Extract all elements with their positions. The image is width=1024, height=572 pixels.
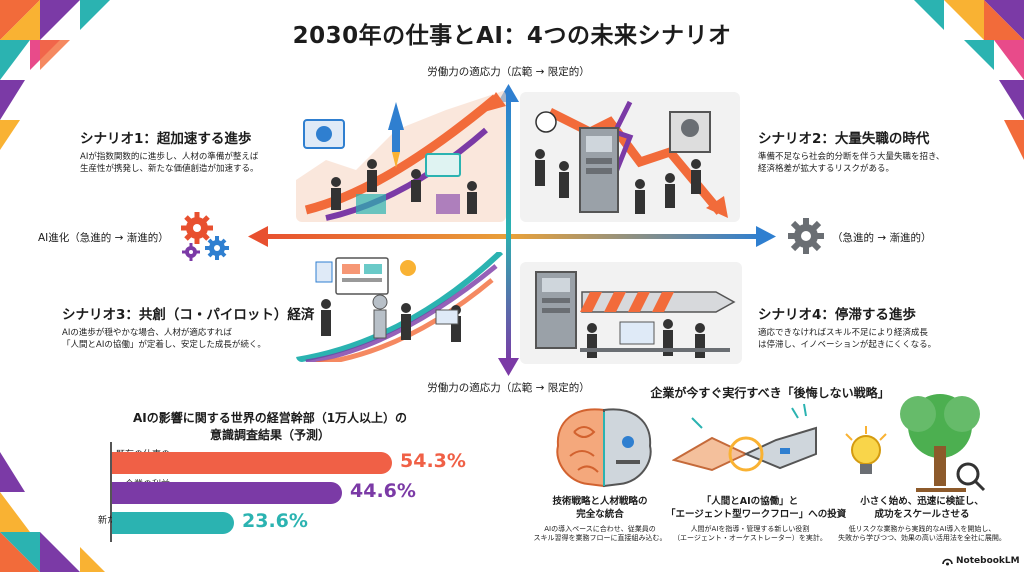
- growing-tree-icon: [845, 394, 986, 492]
- scenario-2-illustration: [520, 92, 740, 222]
- strategy-3: 小さく始め、迅速に検証し、 成功をスケールさせる 低リスクな業務から実践的なAI…: [834, 496, 1010, 544]
- survey-row-3: 新たな雇用の創出 23.6%: [92, 510, 492, 534]
- strategy-3-body-2: 失敗から学びつつ、効果の高い活用法を全社に展開。: [838, 534, 1006, 543]
- axis-label-right: （急進的 → 漸進的）: [832, 232, 932, 244]
- gears-icon: [181, 212, 229, 261]
- strategy-1-head-2: 完全な統合: [576, 508, 624, 520]
- survey-bar-2: [112, 482, 342, 504]
- scenario-1: シナリオ1：超加速する進歩 AIが指数関数的に進歩し、人材の準備が整えば 生産性…: [80, 127, 259, 176]
- scenario-2-line-2: 経済格差が拡大するリスクがある。: [758, 164, 895, 175]
- strategy-2: 「人間とAIの協働」と 「エージェント型ワークフロー」への投資 人間がAIを指導…: [666, 496, 847, 544]
- survey-bar-3: [112, 512, 234, 534]
- survey-title-line-2: 意識調査結果（予測）: [209, 428, 330, 443]
- scenario-1-line-1: AIが指数関数的に進歩し、人材の準備が整えば: [80, 152, 259, 162]
- gear-icon: [788, 218, 824, 254]
- axis-label-bottom: 労働力の適応力（広範 → 限定的）: [427, 382, 590, 394]
- survey-title-line-1: AIの影響に関する世界の経営幹部（1万人以上）の: [132, 411, 408, 425]
- scenario-4-illustration: [520, 262, 742, 364]
- strategy-2-head-2: 「エージェント型ワークフロー」への投資: [666, 508, 847, 520]
- scenario-1-line-2: 生産性が携発し、新たな価値創造が加速する。: [80, 164, 259, 175]
- strategy-3-body-1: 低リスクな業務から実践的なAI導入を開始し、: [848, 524, 996, 533]
- scenario-3-line-1: AIの進歩が穏やかな場合、人材が適応すれば: [62, 328, 232, 338]
- scenario-2: シナリオ2：大量失職の時代 準備不足なら社会的分断を伴う大量失職を招き、 経済格…: [758, 127, 944, 176]
- strategy-1-body-2: スキル習得を業務フローに直接組み込む。: [533, 534, 667, 543]
- notebooklm-logo-icon: [942, 558, 953, 566]
- scenario-4: シナリオ4：停滞する進歩 適応できなければスキル不足により経済成長 は停滞し、イ…: [758, 303, 936, 352]
- scenario-1-title: シナリオ1：超加速する進歩: [80, 131, 252, 147]
- strategy-2-body-2: （エージェント・オーケストレーター）を実計。: [673, 534, 827, 543]
- survey-value-2: 44.6%: [350, 480, 416, 502]
- scenario-3-title: シナリオ3：共創（コ・パイロット）経済: [62, 307, 315, 323]
- survey-row-1: 既存の仕事の 代替（失職） 54.3%: [92, 450, 492, 474]
- scenario-1-illustration: [296, 90, 506, 222]
- notebooklm-badge: NotebookLM: [942, 555, 1020, 566]
- survey-value-3: 23.6%: [242, 510, 308, 532]
- axis-label-left: AI進化（急進的 → 漸進的）: [38, 232, 169, 244]
- corner-decoration-bottom-left: [0, 452, 105, 572]
- survey-axis-line: [110, 442, 112, 542]
- corner-decoration-top-left: [0, 0, 110, 150]
- strategy-2-head-1: 「人間とAIの協働」と: [701, 496, 799, 507]
- survey-title: AIの影響に関する世界の経営幹部（1万人以上）の 意識調査結果（予測）: [100, 410, 440, 445]
- strategy-3-head-2: 成功をスケールさせる: [874, 508, 970, 520]
- strategy-1-head-1: 技術戦略と人材戦略の: [552, 496, 648, 507]
- strategies-title: 企業が今すぐ実行すべき「後悔しない戦略」: [650, 386, 890, 400]
- survey-bar-1: [112, 452, 392, 474]
- scenario-4-line-2: は停滞し、イノベーションが起きにくくなる。: [758, 340, 937, 351]
- scenario-2-line-1: 準備不足なら社会的分断を伴う大量失職を招き、: [758, 152, 945, 162]
- scenario-4-title: シナリオ4：停滞する進歩: [758, 307, 916, 323]
- scenario-3: シナリオ3：共創（コ・パイロット）経済 AIの進歩が穏やかな場合、人材が適応すれ…: [62, 303, 314, 352]
- notebooklm-label: NotebookLM: [956, 555, 1020, 566]
- strategy-2-body-1: 人間がAIを指導・管理する新しい役割: [690, 524, 810, 533]
- scenario-3-illustration: [296, 252, 504, 362]
- brain-robot-icon: [556, 408, 652, 488]
- corner-decoration-top-right: [914, 0, 1024, 160]
- scenario-3-line-2: 「人間とAIの協働」が定着し、安定した成長が続く。: [62, 340, 266, 351]
- strategy-1-body-1: AIの導入ペースに合わせ、従業員の: [544, 524, 656, 533]
- survey-row-2: 企業の利益 率の向上 44.6%: [92, 480, 492, 504]
- page-title: 2030年の仕事とAI：4つの未来シナリオ: [292, 23, 732, 49]
- strategy-3-head-1: 小さく始め、迅速に検証し、: [860, 496, 984, 507]
- scenario-2-title: シナリオ2：大量失職の時代: [758, 131, 930, 147]
- scenario-4-line-1: 適応できなければスキル不足により経済成長: [758, 328, 928, 338]
- handshake-icon: [672, 403, 817, 472]
- strategy-1: 技術戦略と人材戦略の 完全な統合 AIの導入ペースに合わせ、従業員の スキル習得…: [530, 496, 670, 544]
- survey-value-1: 54.3%: [400, 450, 466, 472]
- axis-label-top: 労働力の適応力（広範 → 限定的）: [427, 66, 590, 78]
